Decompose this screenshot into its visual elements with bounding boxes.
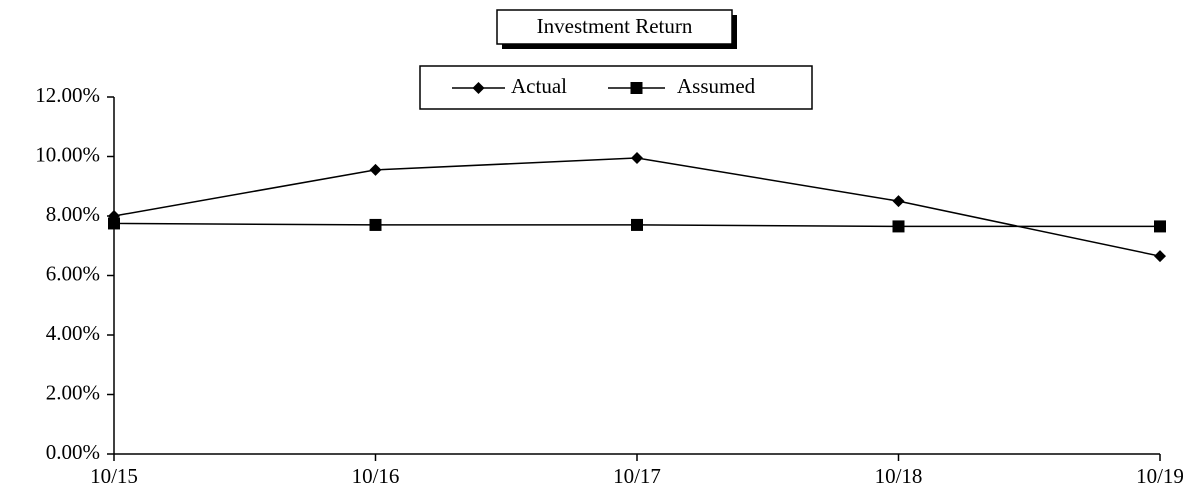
y-tick-label: 8.00%: [46, 202, 100, 226]
data-point: [369, 163, 382, 176]
data-point: [108, 217, 120, 230]
y-tick-label: 0.00%: [46, 440, 100, 464]
y-tick-label: 4.00%: [46, 321, 100, 345]
y-tick-label: 12.00%: [35, 83, 100, 107]
legend-marker: [630, 82, 643, 94]
x-tick-label: 10/16: [352, 464, 400, 488]
data-point: [1154, 220, 1166, 233]
x-tick-label: 10/15: [90, 464, 138, 488]
data-point: [631, 151, 643, 164]
x-tick-label: 10/18: [875, 464, 923, 488]
y-tick-label: 2.00%: [46, 380, 100, 404]
legend-label: Assumed: [677, 74, 756, 98]
x-tick-label: 10/17: [613, 464, 661, 488]
x-tick-label: 10/19: [1136, 464, 1184, 488]
series-line: [113, 157, 1161, 257]
data-point: [631, 218, 643, 231]
legend-marker: [472, 82, 485, 94]
y-tick-label: 6.00%: [46, 261, 100, 285]
data-point: [892, 220, 905, 233]
title-box: [496, 9, 733, 45]
chart-title: Investment Return: [537, 14, 693, 38]
data-point: [892, 195, 905, 208]
legend-label: Actual: [511, 74, 567, 98]
data-point: [369, 218, 382, 231]
y-tick-label: 10.00%: [35, 142, 100, 166]
data-point: [1154, 250, 1166, 263]
